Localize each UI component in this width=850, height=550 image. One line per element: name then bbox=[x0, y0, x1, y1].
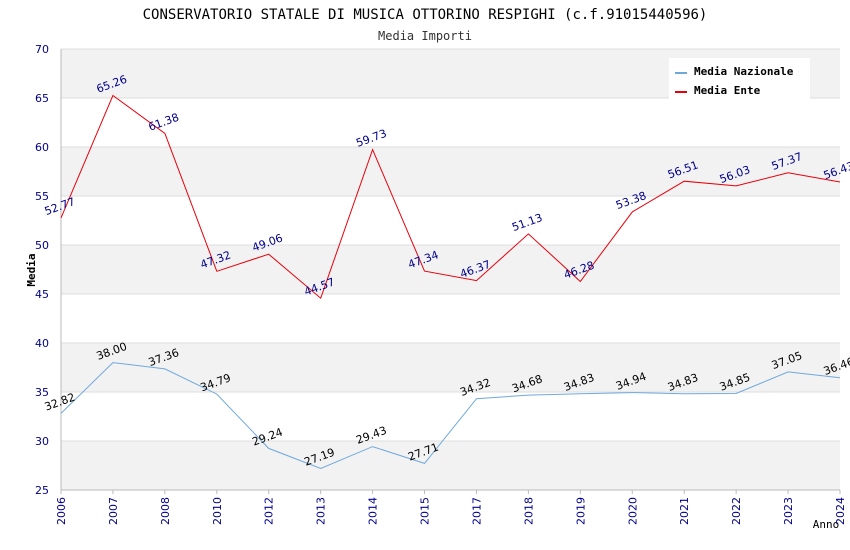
y-tick-label: 65 bbox=[35, 92, 49, 105]
x-tick-label: 2020 bbox=[626, 497, 639, 525]
data-label: 51.13 bbox=[510, 211, 544, 234]
legend-box bbox=[669, 58, 810, 102]
y-axis-ticks: 25 30 35 40 45 50 55 60 65 70 bbox=[35, 43, 49, 497]
series-line-media-ente bbox=[60, 94, 841, 300]
x-tick-label: 2024 bbox=[834, 497, 847, 525]
x-tick-label: 2021 bbox=[678, 497, 691, 525]
x-tick-label: 2014 bbox=[367, 497, 380, 525]
x-tick-label: 2013 bbox=[315, 497, 328, 525]
data-label: 61.38 bbox=[147, 111, 181, 134]
y-axis-title: Media bbox=[25, 253, 38, 286]
chart-title: CONSERVATORIO STATALE DI MUSICA OTTORINO… bbox=[143, 7, 708, 23]
x-tick-label: 2012 bbox=[263, 497, 276, 525]
y-tick-label: 25 bbox=[35, 484, 49, 497]
background-band bbox=[61, 245, 840, 294]
y-tick-label: 35 bbox=[35, 386, 49, 399]
legend-label-media-nazionale: Media Nazionale bbox=[694, 65, 794, 78]
y-tick-label: 70 bbox=[35, 43, 49, 56]
data-label: 59.73 bbox=[354, 127, 388, 150]
series-line-media-nazionale bbox=[60, 362, 841, 470]
x-axis-ticks: 2006 2007 2008 2010 2012 2013 2014 2015 2017 2018… bbox=[55, 490, 847, 525]
background-band bbox=[61, 147, 840, 196]
x-tick-label: 2022 bbox=[730, 497, 743, 525]
series-lines bbox=[60, 94, 841, 470]
x-tick-label: 2007 bbox=[107, 497, 120, 525]
y-tick-label: 50 bbox=[35, 239, 49, 252]
background-band bbox=[61, 343, 840, 392]
x-tick-label: 2023 bbox=[782, 497, 795, 525]
background-bands bbox=[61, 49, 840, 490]
y-tick-label: 30 bbox=[35, 435, 49, 448]
x-tick-label: 2006 bbox=[55, 497, 68, 525]
x-tick-label: 2008 bbox=[159, 497, 172, 525]
legend: Media Nazionale Media Ente bbox=[669, 58, 810, 102]
chart-subtitle: Media Importi bbox=[378, 29, 472, 43]
x-tick-label: 2017 bbox=[470, 497, 483, 525]
legend-label-media-ente: Media Ente bbox=[694, 84, 761, 97]
y-tick-label: 55 bbox=[35, 190, 49, 203]
x-axis-title: Anno bbox=[813, 518, 840, 531]
x-tick-label: 2018 bbox=[522, 497, 535, 525]
y-tick-label: 60 bbox=[35, 141, 49, 154]
background-band bbox=[61, 441, 840, 490]
x-tick-label: 2015 bbox=[419, 497, 432, 525]
x-tick-label: 2019 bbox=[574, 497, 587, 525]
y-tick-label: 40 bbox=[35, 337, 49, 350]
y-tick-label: 45 bbox=[35, 288, 49, 301]
gridlines bbox=[61, 48, 840, 491]
x-tick-label: 2010 bbox=[211, 497, 224, 525]
